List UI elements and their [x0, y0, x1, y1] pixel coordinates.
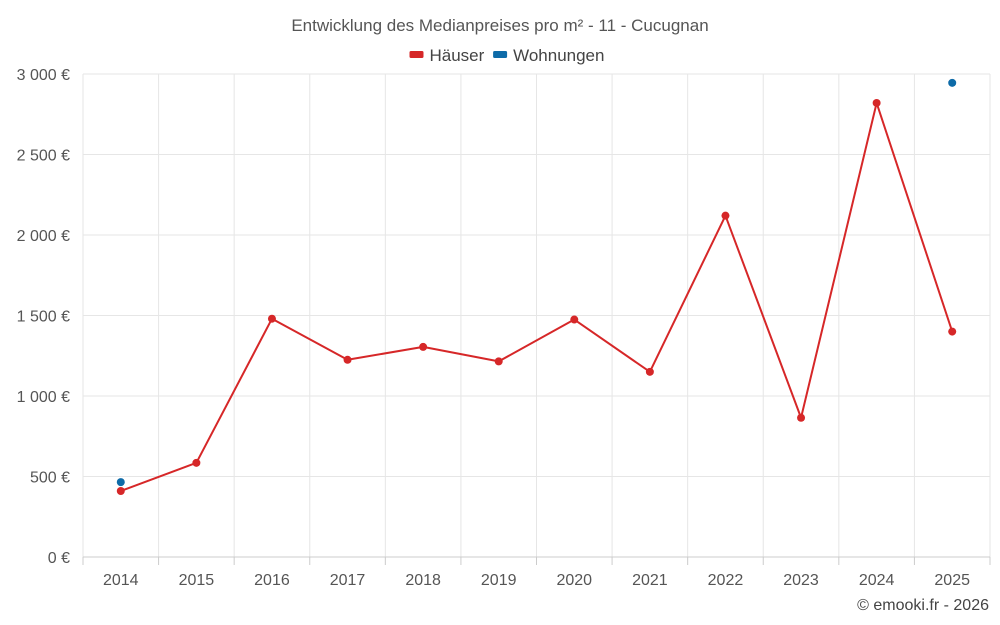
data-point[interactable] — [494, 357, 503, 366]
credit-text: © emooki.fr - 2026 — [857, 597, 989, 614]
y-tick-label: 1 500 € — [17, 309, 70, 326]
data-point[interactable] — [343, 355, 352, 364]
legend: Häuser Wohnungen — [409, 46, 604, 65]
x-tick-label: 2016 — [254, 572, 290, 589]
x-tick-label: 2015 — [179, 572, 215, 589]
y-tick-label: 3 000 € — [17, 67, 70, 84]
y-tick-label: 2 500 € — [17, 148, 70, 165]
y-tick-label: 2 000 € — [17, 228, 70, 245]
x-tick-label: 2018 — [405, 572, 441, 589]
x-tick-label: 2025 — [934, 572, 970, 589]
x-tick-label: 2020 — [556, 572, 592, 589]
chart-title: Entwicklung des Medianpreises pro m² - 1… — [291, 16, 708, 35]
data-point[interactable] — [948, 78, 957, 87]
series-häuser — [116, 98, 957, 495]
data-point[interactable] — [872, 98, 881, 107]
data-point[interactable] — [721, 211, 730, 220]
data-point[interactable] — [116, 478, 125, 487]
x-tick-label: 2024 — [859, 572, 895, 589]
legend-swatch — [493, 51, 508, 58]
series-wohnungen — [116, 78, 957, 487]
data-point[interactable] — [570, 315, 579, 324]
legend-label: Häuser — [430, 46, 485, 65]
y-tick-label: 1 000 € — [17, 389, 70, 406]
data-point[interactable] — [419, 342, 428, 351]
series-line — [120, 101, 954, 492]
data-point[interactable] — [267, 314, 276, 323]
data-point[interactable] — [948, 327, 957, 336]
x-tick-label: 2017 — [330, 572, 366, 589]
x-tick-label: 2022 — [708, 572, 744, 589]
y-tick-label: 500 € — [30, 470, 70, 487]
data-point[interactable] — [192, 458, 201, 467]
y-tick-label: 0 € — [48, 550, 70, 567]
data-point[interactable] — [116, 486, 125, 495]
grid — [82, 73, 991, 557]
legend-item-häuser[interactable]: Häuser — [409, 46, 485, 65]
x-tick-label: 2019 — [481, 572, 517, 589]
series-layer — [116, 78, 957, 495]
data-point[interactable] — [645, 367, 654, 376]
legend-item-wohnungen[interactable]: Wohnungen — [493, 46, 604, 65]
legend-label: Wohnungen — [513, 46, 604, 65]
x-tick-label: 2021 — [632, 572, 668, 589]
legend-swatch — [409, 51, 424, 58]
x-tick-label: 2023 — [783, 572, 819, 589]
axes: 0 € 500 € 1 000 € 1 500 € 2 000 € 2 500 € 3 00… — [17, 67, 991, 589]
x-tick-label: 2014 — [103, 572, 139, 589]
data-point[interactable] — [797, 413, 806, 422]
